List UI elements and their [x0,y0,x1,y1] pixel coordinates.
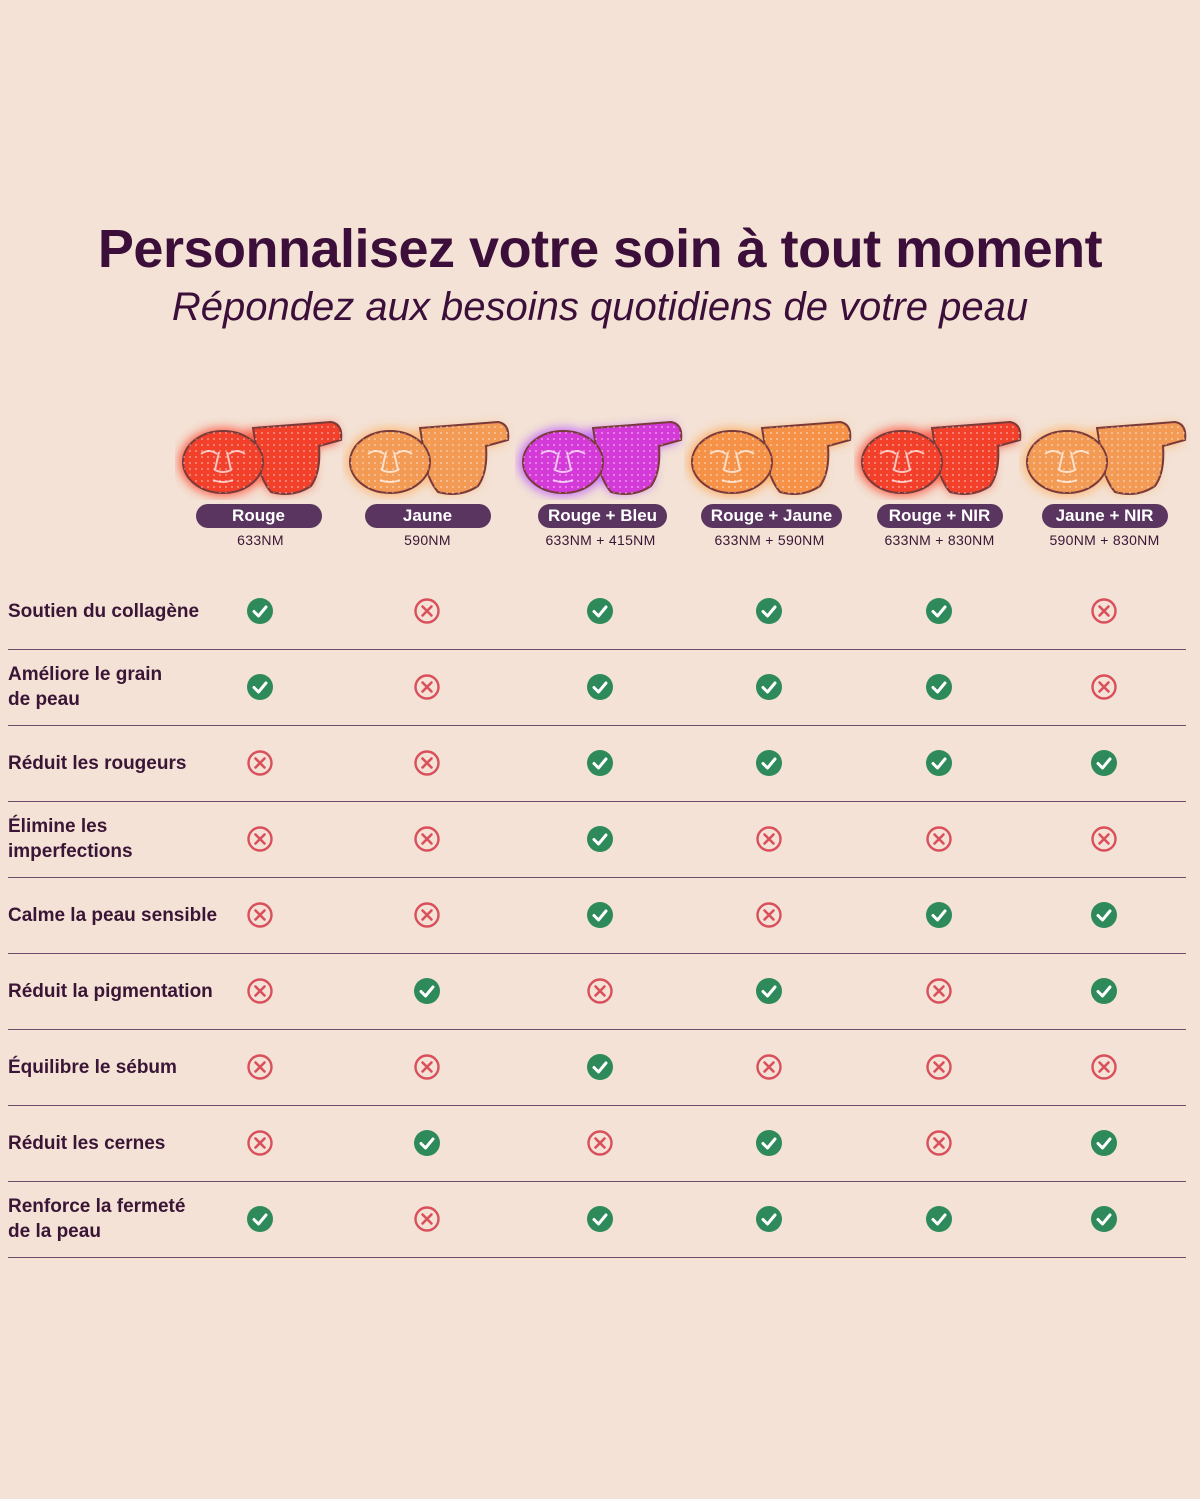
check-icon [1090,901,1118,929]
cross-icon [246,977,274,1005]
cross-icon [413,597,441,625]
cross-icon [413,901,441,929]
mode-column: Jaune 590NM [340,412,515,548]
check-icon [586,749,614,777]
mode-wavelength: 633NM + 830NM [884,532,995,548]
page-title: Personnalisez votre soin à tout moment [97,219,1103,279]
check-icon [925,749,953,777]
table-row: Renforce la fermeté de la peau [8,1181,1186,1258]
led-mask-image [687,420,851,496]
table-row: Améliore le grain de peau [8,649,1186,726]
cross-icon [246,1053,274,1081]
cross-icon [586,1129,614,1157]
check-icon [413,1129,441,1157]
cross-icon [925,1129,953,1157]
table-row: Élimine les imperfections [8,801,1186,878]
led-mask-image [1022,420,1186,496]
table-row: Réduit les cernes [8,1105,1186,1182]
cross-icon [413,749,441,777]
led-mask-image [178,420,342,496]
mode-wavelength: 633NM [237,532,284,548]
check-icon [755,977,783,1005]
cross-icon [246,749,274,777]
check-icon [755,749,783,777]
check-icon [925,597,953,625]
mode-wavelength: 590NM [404,532,451,548]
table-row: Calme la peau sensible [8,877,1186,954]
mode-label-pill: Jaune + NIR [1041,504,1168,528]
benefit-label: Renforce la fermeté de la peau [8,1196,186,1242]
check-icon [925,901,953,929]
cross-icon [246,825,274,853]
cross-icon [413,1053,441,1081]
mode-wavelength: 590NM + 830NM [1049,532,1160,548]
cross-icon [1090,1053,1118,1081]
check-icon [586,673,614,701]
check-icon [246,673,274,701]
cross-icon [925,977,953,1005]
cross-icon [413,1205,441,1233]
check-icon [1090,1129,1118,1157]
table-row: Réduit la pigmentation [8,953,1186,1030]
mode-label-pill: Jaune [364,504,491,528]
benefit-label: Améliore le grain de peau [8,664,163,710]
check-icon [925,1205,953,1233]
check-icon [413,977,441,1005]
cross-icon [925,1053,953,1081]
table-row: Réduit les rougeurs [8,725,1186,802]
benefit-label: Réduit les rougeurs [8,752,187,774]
led-mask-image [518,420,682,496]
mode-column: Rouge + NIR 633NM + 830NM [852,412,1027,548]
led-mask-image [857,420,1021,496]
mode-label-pill: Rouge + Jaune [700,504,843,528]
cross-icon [1090,597,1118,625]
mode-wavelength: 633NM + 415NM [545,532,656,548]
check-icon [925,673,953,701]
mode-label-pill: Rouge [195,504,322,528]
check-icon [246,1205,274,1233]
mode-column: Jaune + NIR 590NM + 830NM [1017,412,1192,548]
check-icon [246,597,274,625]
mode-label-pill: Rouge + NIR [876,504,1003,528]
check-icon [586,597,614,625]
cross-icon [755,825,783,853]
check-icon [586,1205,614,1233]
check-icon [586,825,614,853]
check-icon [755,673,783,701]
page-subtitle: Répondez aux besoins quotidiens de votre… [171,285,1029,329]
mode-column: Rouge + Jaune 633NM + 590NM [682,412,857,548]
cross-icon [246,1129,274,1157]
mode-column: Rouge + Bleu 633NM + 415NM [513,412,688,548]
table-row: Soutien du collagène [8,573,1186,650]
cross-icon [246,901,274,929]
cross-icon [413,673,441,701]
benefit-label: Soutien du collagène [8,600,200,622]
mode-column: Rouge 633NM [173,412,348,548]
check-icon [1090,977,1118,1005]
cross-icon [586,977,614,1005]
check-icon [586,1053,614,1081]
cross-icon [413,825,441,853]
benefit-label: Réduit la pigmentation [8,980,213,1002]
check-icon [1090,1205,1118,1233]
check-icon [586,901,614,929]
benefit-label: Calme la peau sensible [8,904,218,926]
benefit-label: Réduit les cernes [8,1132,166,1154]
table-row: Équilibre le sébum [8,1029,1186,1106]
check-icon [755,1129,783,1157]
led-mask-image [345,420,509,496]
check-icon [1090,749,1118,777]
cross-icon [1090,825,1118,853]
benefit-label: Équilibre le sébum [8,1056,177,1078]
check-icon [755,597,783,625]
cross-icon [755,1053,783,1081]
check-icon [755,1205,783,1233]
mode-label-pill: Rouge + Bleu [537,504,668,528]
cross-icon [925,825,953,853]
cross-icon [1090,673,1118,701]
benefit-label: Élimine les imperfections [8,816,133,862]
mode-wavelength: 633NM + 590NM [714,532,825,548]
cross-icon [755,901,783,929]
